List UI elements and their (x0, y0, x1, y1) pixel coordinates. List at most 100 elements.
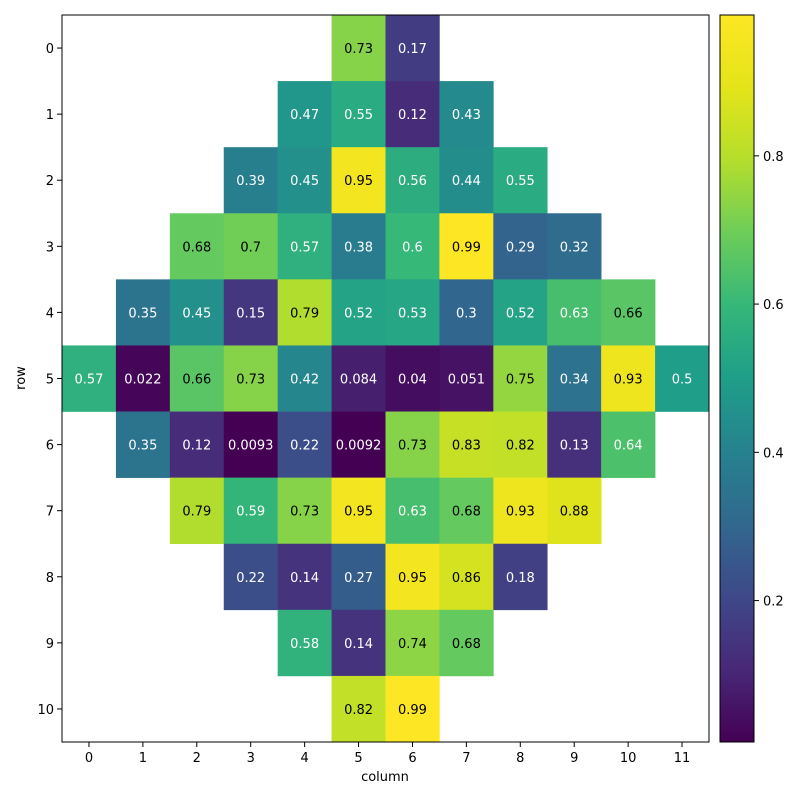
cell-value-label: 0.79 (182, 505, 211, 520)
cell-value-label: 0.35 (128, 306, 157, 321)
heatmap-cell (223, 147, 278, 214)
cell-value-label: 0.42 (290, 373, 319, 388)
y-axis-ticks: 0 1 2 3 4 5 6 7 8 9 10 (37, 42, 62, 718)
heatmap-cell (601, 279, 656, 346)
cell-value-label: 0.73 (344, 42, 373, 57)
heatmap-cell (169, 411, 225, 478)
cell-value-label: 0.93 (614, 373, 643, 388)
colorbar-tick-label: 0.4 (763, 446, 784, 461)
cell-value-label: 0.5 (672, 373, 693, 388)
heatmap-cell (223, 213, 278, 280)
heatmap-cell (385, 609, 440, 677)
heatmap-cell (277, 609, 332, 677)
cell-value-label: 0.22 (290, 439, 319, 454)
colorbar-ticks: 0.2 0.4 0.6 0.8 (754, 150, 784, 610)
heatmap-cell (385, 147, 440, 214)
x-tick-label: 10 (620, 751, 637, 766)
x-tick-label: 11 (674, 751, 691, 766)
y-axis-label: row (14, 366, 29, 390)
colorbar-tick-label: 0.8 (763, 150, 784, 165)
heatmap-cell (223, 279, 278, 346)
cell-value-label: 0.52 (506, 306, 535, 321)
cell-value-label: 0.68 (452, 637, 481, 652)
cell-value-label: 0.051 (448, 373, 485, 388)
heatmap-cell (277, 477, 332, 545)
heatmap-cell (385, 15, 440, 82)
x-tick-label: 5 (354, 751, 362, 766)
cell-value-label: 0.73 (398, 439, 427, 454)
heatmap-cell (385, 279, 440, 346)
x-tick-label: 0 (85, 751, 93, 766)
heatmap-cell (493, 279, 548, 346)
x-axis-label: column (361, 770, 409, 785)
x-axis-ticks: 0 1 2 3 4 5 6 7 8 9 10 11 (85, 742, 690, 766)
cell-value-label: 0.14 (290, 571, 319, 586)
heatmap-cell (547, 279, 602, 346)
heatmap-cell (277, 279, 332, 346)
heatmap-cell (439, 279, 494, 346)
cell-value-label: 0.82 (506, 439, 535, 454)
heatmap-cell (223, 477, 278, 545)
cell-value-label: 0.73 (290, 505, 319, 520)
cell-value-label: 0.56 (398, 174, 427, 189)
y-tick-label: 4 (46, 306, 54, 321)
heatmap-cell (601, 345, 656, 412)
heatmap-cell (223, 543, 278, 611)
heatmap-cell (493, 213, 548, 280)
cell-value-label: 0.12 (182, 439, 211, 454)
heatmap-cell (331, 81, 386, 148)
cell-value-label: 0.43 (452, 108, 481, 123)
heatmap-cell (655, 345, 710, 412)
cell-value-label: 0.15 (236, 306, 265, 321)
cell-value-label: 0.95 (398, 571, 427, 586)
cell-value-label: 0.084 (340, 373, 377, 388)
y-tick-label: 10 (37, 703, 54, 718)
cell-value-label: 0.14 (344, 637, 373, 652)
cell-value-label: 0.12 (398, 108, 427, 123)
y-tick-label: 9 (46, 637, 54, 652)
x-tick-label: 7 (462, 751, 470, 766)
heatmap-cell (439, 477, 494, 545)
heatmap-cell (493, 477, 548, 545)
y-tick-label: 1 (46, 108, 54, 123)
cell-value-label: 0.38 (344, 240, 373, 255)
y-tick-label: 6 (46, 439, 54, 454)
heatmap-cell (331, 213, 386, 280)
heatmap-cell (385, 543, 440, 611)
heatmap-cell (62, 345, 117, 412)
heatmap-cell (493, 345, 548, 412)
cell-value-label: 0.45 (290, 174, 319, 189)
heatmap-cell (439, 411, 494, 478)
heatmap-cell (439, 147, 494, 214)
cell-value-label: 0.18 (506, 571, 535, 586)
y-tick-label: 0 (46, 42, 54, 57)
cell-value-label: 0.0093 (228, 439, 274, 454)
y-tick-label: 7 (46, 505, 54, 520)
heatmap-cell (331, 675, 386, 743)
y-tick-label: 2 (46, 174, 54, 189)
heatmap-cell (331, 477, 386, 545)
colorbar-tick-label: 0.2 (763, 595, 784, 610)
cell-value-label: 0.58 (290, 637, 319, 652)
cell-value-label: 0.32 (560, 240, 589, 255)
heatmap-cell (223, 411, 278, 478)
colorbar (719, 14, 755, 743)
heatmap-cell (385, 345, 440, 412)
cell-value-label: 0.74 (398, 637, 427, 652)
cell-value-label: 0.52 (344, 306, 373, 321)
x-tick-label: 2 (193, 751, 201, 766)
heatmap-cell (169, 345, 225, 412)
heatmap-cell (115, 279, 171, 346)
heatmap-cell (331, 609, 386, 677)
cell-value-label: 0.0092 (336, 439, 382, 454)
heatmap-cell (277, 543, 332, 611)
cell-value-label: 0.73 (236, 373, 265, 388)
cell-value-label: 0.3 (456, 306, 477, 321)
heatmap-cell (277, 411, 332, 478)
cell-value-label: 0.66 (182, 373, 211, 388)
cell-value-label: 0.68 (182, 240, 211, 255)
cell-value-label: 0.27 (344, 571, 373, 586)
heatmap-cell (331, 279, 386, 346)
x-tick-label: 9 (570, 751, 578, 766)
